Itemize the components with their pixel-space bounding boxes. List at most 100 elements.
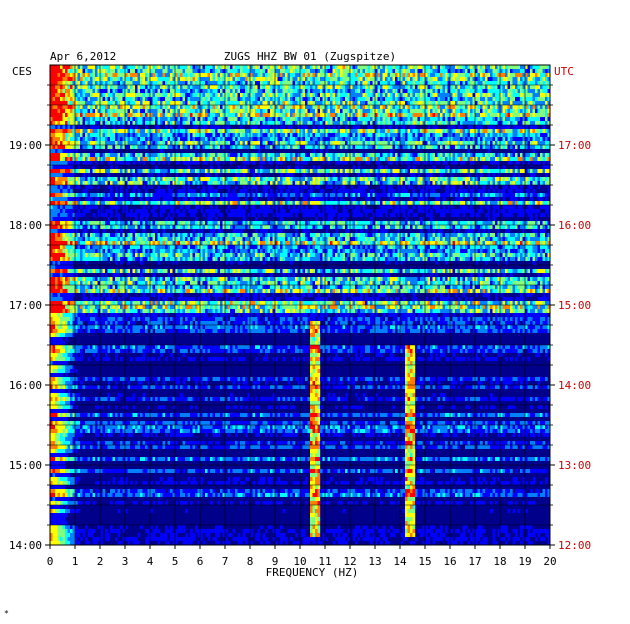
heatmap-cell xyxy=(390,149,393,153)
heatmap-cell xyxy=(50,65,53,69)
heatmap-cell xyxy=(317,169,321,173)
heatmap-cell xyxy=(190,141,193,145)
heatmap-cell xyxy=(160,137,163,141)
heatmap-cell xyxy=(302,137,306,141)
heatmap-cell xyxy=(60,133,63,137)
heatmap-cell xyxy=(422,133,426,137)
heatmap-cell xyxy=(310,157,313,161)
heatmap-cell xyxy=(170,97,173,101)
heatmap-cell xyxy=(112,141,116,145)
heatmap-cell xyxy=(492,65,496,69)
heatmap-cell xyxy=(100,157,103,161)
heatmap-cell xyxy=(127,65,131,69)
heatmap-cell xyxy=(235,173,238,177)
heatmap-cell xyxy=(425,69,428,73)
heatmap-cell xyxy=(357,77,361,81)
heatmap-cell xyxy=(467,89,471,93)
heatmap-cell xyxy=(100,141,103,145)
heatmap-cell xyxy=(120,157,123,161)
heatmap-cell xyxy=(160,157,163,161)
heatmap-cell xyxy=(510,153,513,157)
heatmap-cell xyxy=(82,113,86,117)
heatmap-cell xyxy=(532,137,536,141)
heatmap-cell xyxy=(325,169,328,173)
heatmap-cell xyxy=(127,109,131,113)
heatmap-cell xyxy=(525,129,528,133)
heatmap-cell xyxy=(287,145,291,149)
heatmap-cell xyxy=(65,125,68,129)
heatmap-cell xyxy=(95,113,98,117)
heatmap-cell xyxy=(107,117,111,121)
heatmap-cell xyxy=(540,121,543,125)
heatmap-cell xyxy=(112,81,116,85)
heatmap-cell xyxy=(540,85,543,89)
heatmap-cell xyxy=(167,89,171,93)
heatmap-cell xyxy=(52,73,56,77)
heatmap-cell xyxy=(542,85,546,89)
heatmap-cell xyxy=(147,97,151,101)
heatmap-cell xyxy=(177,73,181,77)
heatmap-cell xyxy=(297,77,301,81)
heatmap-cell xyxy=(372,117,376,121)
heatmap-cell xyxy=(237,105,241,109)
heatmap-cell xyxy=(195,157,198,161)
heatmap-cell xyxy=(157,109,161,113)
heatmap-cell xyxy=(267,97,271,101)
heatmap-cell xyxy=(142,137,146,141)
heatmap-cell xyxy=(392,173,396,177)
heatmap-cell xyxy=(62,81,66,85)
heatmap-cell xyxy=(495,93,498,97)
heatmap-cell xyxy=(105,89,108,93)
heatmap-cell xyxy=(452,125,456,129)
heatmap-cell xyxy=(52,69,56,73)
heatmap-cell xyxy=(222,97,226,101)
heatmap-cell xyxy=(135,69,138,73)
heatmap-cell xyxy=(230,133,233,137)
heatmap-cell xyxy=(275,153,278,157)
heatmap-cell xyxy=(372,141,376,145)
heatmap-cell xyxy=(192,69,196,73)
heatmap-cell xyxy=(137,109,141,113)
heatmap-cell xyxy=(275,97,278,101)
heatmap-cell xyxy=(125,109,128,113)
heatmap-cell xyxy=(412,77,416,81)
heatmap-cell xyxy=(472,113,476,117)
heatmap-cell xyxy=(532,149,536,153)
heatmap-cell xyxy=(240,109,243,113)
heatmap-cell xyxy=(392,65,396,69)
heatmap-cell xyxy=(467,105,471,109)
heatmap-cell xyxy=(357,133,361,137)
heatmap-cell xyxy=(217,145,221,149)
heatmap-cell xyxy=(372,97,376,101)
heatmap-cell xyxy=(217,129,221,133)
heatmap-cell xyxy=(217,105,221,109)
heatmap-cell xyxy=(225,85,228,89)
heatmap-cell xyxy=(107,109,111,113)
heatmap-cell xyxy=(517,73,521,77)
heatmap-cell xyxy=(420,145,423,149)
heatmap-cell xyxy=(280,109,283,113)
heatmap-cell xyxy=(500,65,503,69)
heatmap-cell xyxy=(387,109,391,113)
heatmap-cell xyxy=(192,81,196,85)
heatmap-cell xyxy=(542,97,546,101)
heatmap-cell xyxy=(380,121,383,125)
heatmap-cell xyxy=(70,177,73,181)
heatmap-cell xyxy=(385,93,388,97)
heatmap-cell xyxy=(150,93,153,97)
heatmap-cell xyxy=(405,129,408,133)
heatmap-cell xyxy=(372,157,376,161)
heatmap-cell xyxy=(507,105,511,109)
heatmap-cell xyxy=(135,157,138,161)
heatmap-cell xyxy=(157,73,161,77)
heatmap-cell xyxy=(137,133,141,137)
heatmap-cell xyxy=(60,125,63,129)
heatmap-cell xyxy=(222,65,226,69)
heatmap-cell xyxy=(417,161,421,165)
heatmap-cell xyxy=(97,177,101,181)
heatmap-cell xyxy=(287,101,291,105)
heatmap-cell xyxy=(530,117,533,121)
heatmap-cell xyxy=(455,141,458,145)
heatmap-cell xyxy=(427,97,431,101)
heatmap-cell xyxy=(485,69,488,73)
